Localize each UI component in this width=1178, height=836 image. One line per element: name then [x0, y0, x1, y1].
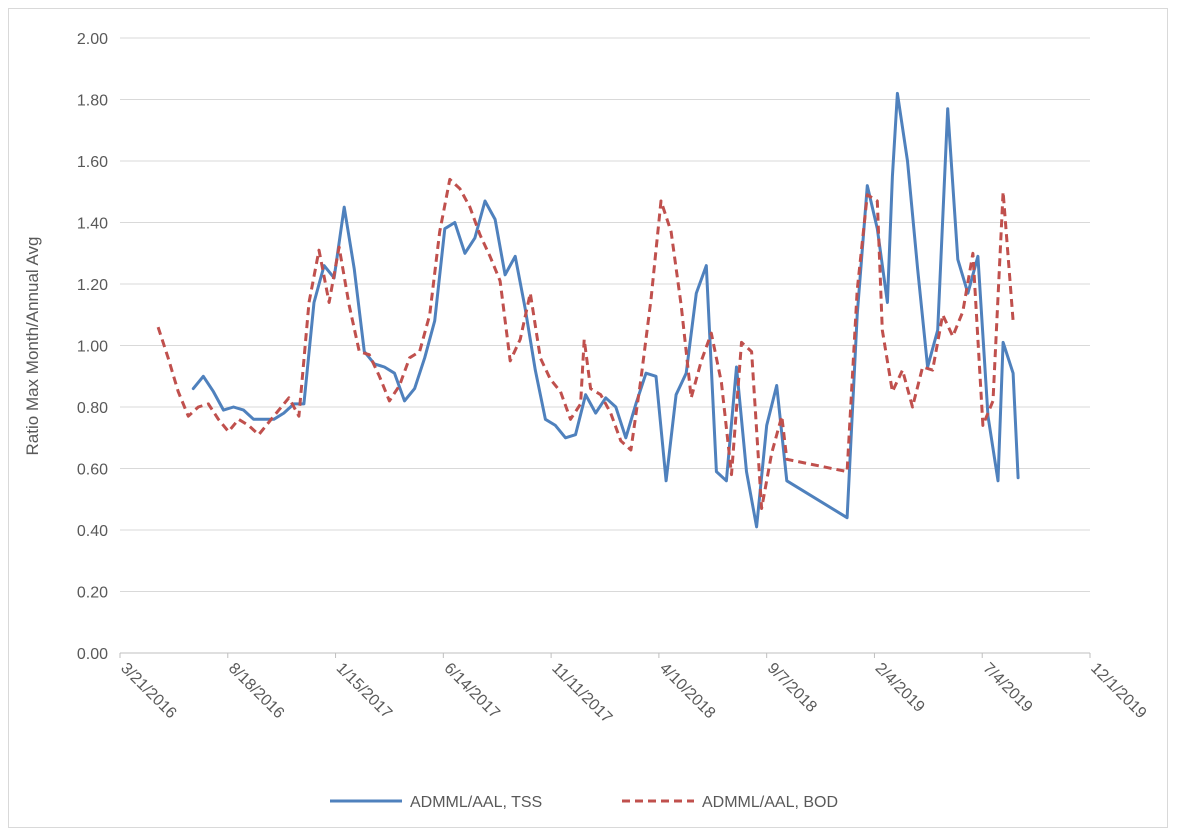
y-tick-label: 0.60 — [77, 462, 108, 479]
gridlines — [120, 37, 1090, 654]
y-tick-label: 0.40 — [77, 523, 108, 540]
legend-label: ADMML/AAL, BOD — [702, 794, 838, 811]
x-tick-label: 11/11/2017 — [548, 660, 615, 727]
x-axis-ticks: 3/21/2016 8/18/2016 1/15/2017 6/14/2017 11/1… — [117, 653, 1150, 727]
series-lines — [156, 91, 1020, 529]
y-tick-label: 0.20 — [77, 585, 108, 602]
x-tick-label: 8/18/2016 — [225, 660, 287, 722]
y-tick-label: 1.00 — [77, 339, 108, 356]
x-tick-label: 6/14/2017 — [441, 660, 503, 722]
x-tick-label: 2/4/2019 — [872, 660, 928, 716]
y-tick-label: 2.00 — [77, 31, 108, 48]
chart-frame — [8, 8, 1168, 828]
series-line-tss — [191, 91, 1020, 529]
x-tick-label: 3/21/2016 — [117, 660, 179, 722]
y-axis-title: Ratio Max Month/Annual Avg — [23, 237, 42, 456]
y-tick-label: 1.80 — [77, 93, 108, 110]
y-axis-ticks: 0.00 0.20 0.40 0.60 0.80 1.00 1.20 1.40 1.60 1.80… — [77, 31, 108, 663]
y-tick-label: 1.20 — [77, 277, 108, 294]
x-tick-label: 12/1/2019 — [1087, 660, 1149, 722]
y-tick-label: 0.80 — [77, 400, 108, 417]
y-tick-label: 1.40 — [77, 216, 108, 233]
series-line-bod — [156, 177, 1015, 510]
x-tick-label: 7/4/2019 — [979, 660, 1035, 716]
y-tick-label: 1.60 — [77, 154, 108, 171]
y-tick-label: 0.00 — [77, 646, 108, 663]
legend-label: ADMML/AAL, TSS — [410, 794, 542, 811]
x-tick-label: 9/7/2018 — [764, 660, 820, 716]
x-tick-label: 4/10/2018 — [656, 660, 718, 722]
x-tick-label: 1/15/2017 — [333, 660, 395, 722]
legend: ADMML/AAL, TSS ADMML/AAL, BOD — [330, 794, 838, 811]
